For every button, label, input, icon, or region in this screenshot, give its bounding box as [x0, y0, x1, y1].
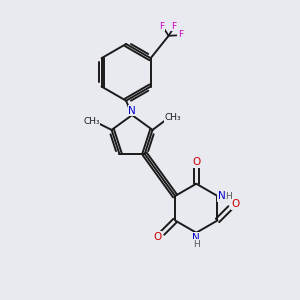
Text: CH₃: CH₃ [83, 117, 100, 126]
Text: O: O [231, 199, 239, 209]
Text: F: F [160, 22, 165, 31]
Text: O: O [153, 232, 161, 242]
Text: N: N [218, 191, 226, 201]
Text: N: N [128, 106, 136, 116]
Text: F: F [178, 30, 183, 39]
Text: O: O [192, 157, 200, 167]
Text: CH₃: CH₃ [164, 113, 181, 122]
Text: N: N [192, 233, 200, 243]
Text: H: H [225, 192, 232, 201]
Text: H: H [193, 240, 200, 249]
Text: F: F [171, 22, 176, 31]
